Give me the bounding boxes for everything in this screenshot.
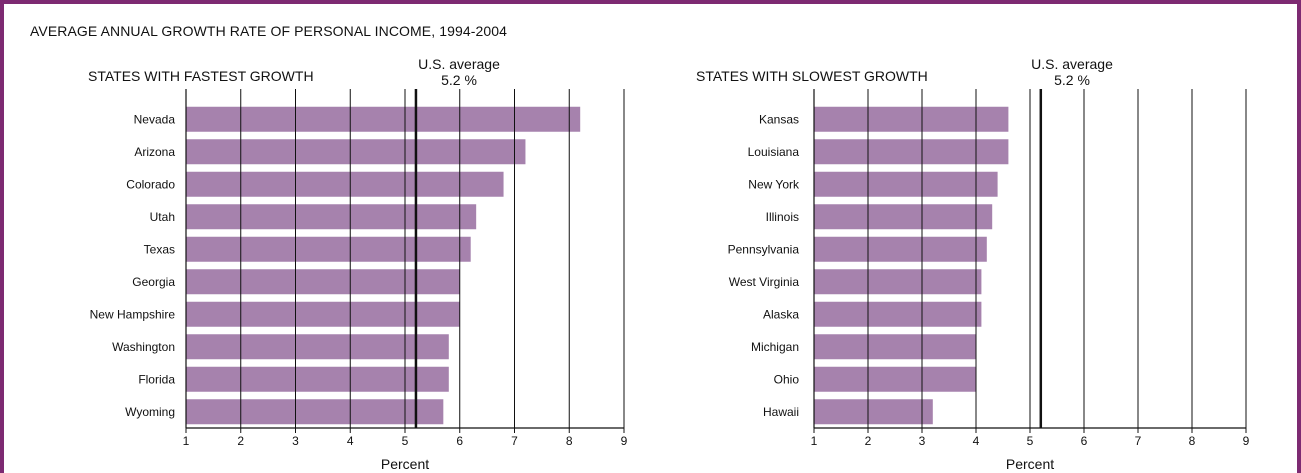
tick-label: 6 xyxy=(1081,434,1088,448)
bar xyxy=(814,139,1009,165)
tick-label: 5 xyxy=(402,434,409,448)
bar xyxy=(814,399,933,425)
x-axis-title: Percent xyxy=(1006,456,1054,472)
bar xyxy=(186,334,449,360)
category-label: Colorado xyxy=(126,177,175,191)
category-label: Florida xyxy=(138,372,175,386)
bar xyxy=(814,269,982,295)
panel-title: STATES WITH SLOWEST GROWTH xyxy=(696,68,928,84)
category-label: West Virginia xyxy=(729,275,800,289)
bar xyxy=(186,366,449,392)
category-label: Michigan xyxy=(751,340,799,354)
category-label: Texas xyxy=(144,242,175,256)
x-axis-title: Percent xyxy=(381,456,429,472)
category-label: Illinois xyxy=(766,210,799,224)
bar xyxy=(814,204,993,230)
bar xyxy=(814,236,987,262)
tick-label: 6 xyxy=(456,434,463,448)
bar xyxy=(186,139,526,165)
category-label: Pennsylvania xyxy=(728,242,800,256)
tick-label: 7 xyxy=(1135,434,1142,448)
category-label: Louisiana xyxy=(748,145,800,159)
page-title: AVERAGE ANNUAL GROWTH RATE OF PERSONAL I… xyxy=(30,23,508,39)
tick-label: 3 xyxy=(292,434,299,448)
reference-label: U.S. average xyxy=(418,56,500,72)
tick-label: 3 xyxy=(919,434,926,448)
reference-label: U.S. average xyxy=(1031,56,1113,72)
category-label: Hawaii xyxy=(763,405,799,419)
category-label: Ohio xyxy=(774,372,800,386)
bar xyxy=(186,171,504,197)
tick-label: 7 xyxy=(511,434,518,448)
reference-value-label: 5.2 % xyxy=(1054,72,1090,88)
tick-label: 8 xyxy=(1189,434,1196,448)
category-label: Kansas xyxy=(759,112,799,126)
category-label: Wyoming xyxy=(125,405,175,419)
bar xyxy=(814,301,982,327)
category-label: Georgia xyxy=(132,275,175,289)
category-label: Arizona xyxy=(134,145,175,159)
bar xyxy=(814,106,1009,132)
bar xyxy=(814,366,976,392)
reference-value-label: 5.2 % xyxy=(441,72,477,88)
bar xyxy=(186,399,444,425)
tick-label: 4 xyxy=(347,434,354,448)
bar xyxy=(186,236,471,262)
tick-label: 9 xyxy=(621,434,628,448)
tick-label: 8 xyxy=(566,434,573,448)
category-label: New York xyxy=(748,177,800,191)
category-label: Nevada xyxy=(134,112,176,126)
tick-label: 2 xyxy=(237,434,244,448)
tick-label: 5 xyxy=(1027,434,1034,448)
category-label: Washington xyxy=(112,340,175,354)
category-label: Utah xyxy=(150,210,175,224)
category-label: Alaska xyxy=(763,307,799,321)
bar xyxy=(814,334,976,360)
bar xyxy=(186,269,460,295)
tick-label: 4 xyxy=(973,434,980,448)
tick-label: 1 xyxy=(811,434,818,448)
bar xyxy=(814,171,998,197)
tick-label: 2 xyxy=(865,434,872,448)
tick-label: 9 xyxy=(1243,434,1250,448)
panel-title: STATES WITH FASTEST GROWTH xyxy=(88,68,314,84)
tick-label: 1 xyxy=(183,434,190,448)
bar xyxy=(186,204,477,230)
category-label: New Hampshire xyxy=(90,307,176,321)
bar xyxy=(186,106,581,132)
bar xyxy=(186,301,460,327)
